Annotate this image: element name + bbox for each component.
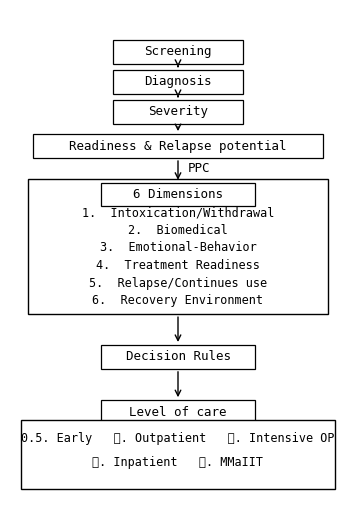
FancyBboxPatch shape — [113, 70, 243, 94]
Text: 2.  Biomedical: 2. Biomedical — [128, 224, 228, 237]
Text: 5.  Relapse/Continues use: 5. Relapse/Continues use — [89, 277, 267, 290]
FancyBboxPatch shape — [101, 345, 255, 369]
FancyBboxPatch shape — [101, 400, 255, 424]
FancyBboxPatch shape — [101, 183, 255, 206]
Text: 1.  Intoxication/Withdrawal: 1. Intoxication/Withdrawal — [82, 206, 274, 219]
Text: 6.  Recovery Environment: 6. Recovery Environment — [93, 294, 263, 307]
Text: Decision Rules: Decision Rules — [126, 350, 230, 363]
Text: Level of care: Level of care — [129, 406, 227, 418]
FancyBboxPatch shape — [21, 420, 335, 490]
Text: 6 Dimensions: 6 Dimensions — [133, 188, 223, 201]
Text: PPC: PPC — [187, 162, 210, 175]
Text: Screening: Screening — [144, 45, 212, 58]
Text: 4.  Treatment Readiness: 4. Treatment Readiness — [96, 259, 260, 272]
FancyBboxPatch shape — [113, 100, 243, 124]
FancyBboxPatch shape — [113, 40, 243, 64]
Text: Ⅲ. Inpatient   Ⅳ. MMaIIT: Ⅲ. Inpatient Ⅳ. MMaIIT — [93, 456, 263, 469]
Text: Severity: Severity — [148, 105, 208, 118]
Text: 0.5. Early   Ⅰ. Outpatient   Ⅱ. Intensive OP: 0.5. Early Ⅰ. Outpatient Ⅱ. Intensive OP — [21, 432, 335, 445]
Text: Readiness & Relapse potential: Readiness & Relapse potential — [69, 140, 287, 153]
FancyBboxPatch shape — [33, 134, 323, 158]
FancyBboxPatch shape — [28, 179, 328, 314]
Text: Diagnosis: Diagnosis — [144, 75, 212, 88]
Text: 3.  Emotional-Behavior: 3. Emotional-Behavior — [100, 242, 256, 255]
